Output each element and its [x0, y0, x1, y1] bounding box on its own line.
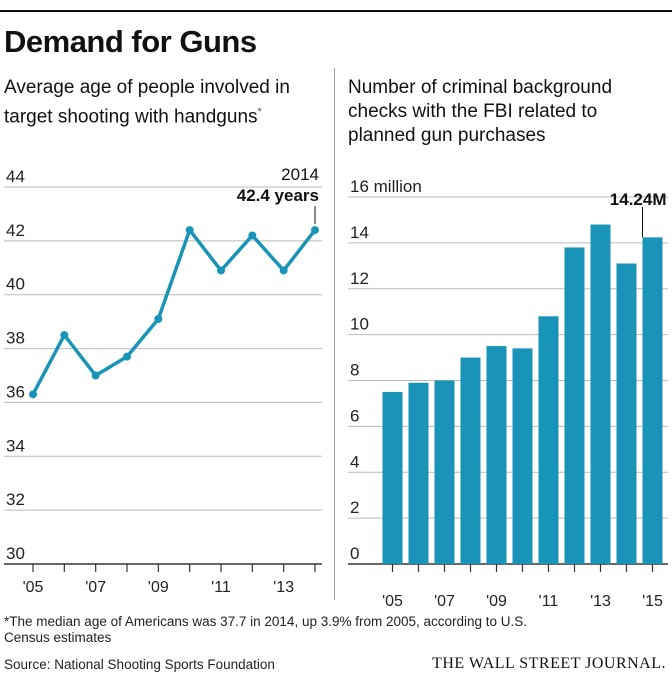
right-y-tick-label: 8 [350, 361, 359, 380]
footnote: *The median age of Americans was 37.7 in… [4, 614, 564, 646]
left-x-tick-label: '07 [85, 579, 106, 596]
right-bar [512, 348, 533, 564]
left-data-point [311, 226, 319, 235]
right-x-tick-label: '05 [382, 593, 403, 610]
left-data-point [248, 231, 257, 240]
left-data-point [154, 314, 163, 323]
left-chart-title-text: Average age of people involved in target… [4, 77, 290, 128]
left-data-point [60, 331, 69, 340]
left-data-point [29, 390, 37, 399]
source-line: Source: National Shooting Sports Foundat… [4, 657, 275, 672]
left-series-line [31, 228, 317, 396]
right-bar [382, 391, 403, 564]
right-bar [538, 316, 559, 564]
right-bar [460, 357, 481, 564]
left-y-tick-label: 44 [6, 167, 25, 186]
left-x-tick-label: '11 [211, 579, 231, 596]
left-data-point [123, 352, 131, 361]
left-annotation-year: 2014 [281, 165, 319, 184]
left-annotation-value: 42.4 years [237, 186, 319, 205]
left-chart-title: Average age of people involved in target… [4, 76, 324, 129]
right-y-tick-label: 12 [350, 269, 369, 288]
right-y-tick-label: 10 [350, 315, 369, 334]
right-bar [434, 380, 455, 564]
left-x-tick-label: '13 [273, 579, 294, 596]
right-y-tick-label: 2 [350, 498, 359, 517]
right-bar [486, 346, 507, 564]
left-y-tick-label: 32 [6, 490, 25, 509]
footnote-mark: * [4, 614, 10, 629]
right-bar [564, 247, 585, 564]
right-chart-title: Number of criminal background checks wit… [348, 77, 613, 146]
right-bar [642, 237, 663, 564]
right-y-tick-label: 16 million [350, 177, 422, 196]
left-y-tick-label: 34 [6, 436, 25, 455]
right-x-tick-label: '09 [486, 593, 507, 610]
page-title: Demand for Guns [4, 24, 257, 59]
right-bar [616, 263, 637, 564]
left-x-tick-label: '05 [23, 579, 44, 596]
left-y-tick-label: 42 [6, 221, 25, 240]
right-y-tick-label: 14 [350, 223, 369, 242]
right-x-tick-label: '07 [434, 593, 455, 610]
right-annotation-value: 14.24M [610, 190, 667, 209]
right-bar [590, 224, 611, 564]
right-y-tick-label: 0 [350, 544, 359, 563]
left-y-tick-label: 38 [6, 329, 25, 348]
left-data-point [91, 371, 100, 380]
left-data-point [217, 266, 225, 275]
left-data-point [279, 266, 288, 275]
footnote-text: The median age of Americans was 37.7 in … [4, 614, 528, 645]
top-rule [0, 10, 672, 12]
left-y-tick-label: 36 [6, 382, 25, 401]
right-x-tick-label: '11 [539, 593, 559, 610]
left-chart-title-mark: * [257, 106, 262, 118]
right-x-tick-label: '15 [642, 593, 663, 610]
right-y-tick-label: 4 [350, 452, 359, 471]
right-x-tick-label: '13 [590, 593, 611, 610]
right-bar [408, 382, 429, 564]
right-y-tick-label: 6 [350, 406, 359, 425]
left-y-tick-label: 30 [6, 544, 25, 563]
panel-divider [334, 68, 335, 600]
left-data-point [185, 226, 194, 235]
left-y-tick-label: 40 [6, 275, 25, 294]
left-x-tick-label: '09 [148, 579, 169, 596]
publisher-logo: THE WALL STREET JOURNAL. [432, 655, 666, 672]
